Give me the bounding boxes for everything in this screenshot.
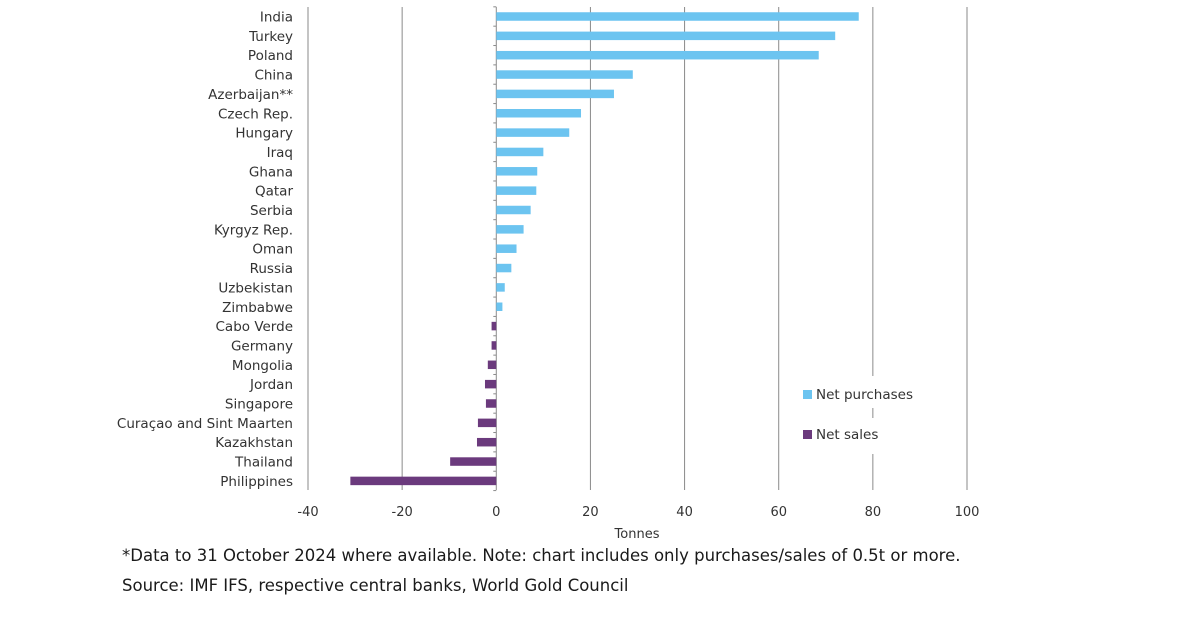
central-bank-gold-chart: India Turkey Poland China Azerbaijan** Czech … xyxy=(117,6,979,542)
bar xyxy=(496,283,505,292)
bar xyxy=(496,70,633,79)
legend: Net purchases Net sales xyxy=(792,376,922,454)
category-label: Cabo Verde xyxy=(216,319,294,335)
category-label: Russia xyxy=(250,261,293,277)
gridlines xyxy=(307,6,968,492)
bar xyxy=(491,341,497,350)
bar xyxy=(476,437,497,447)
x-tick-label: 40 xyxy=(676,505,693,520)
bar xyxy=(496,50,819,60)
category-label: Uzbekistan xyxy=(218,280,293,296)
bar xyxy=(496,12,859,21)
category-label: Poland xyxy=(248,48,293,64)
category-label: Jordan xyxy=(249,377,293,393)
bar xyxy=(496,205,531,215)
category-label: Singapore xyxy=(225,397,293,413)
bar xyxy=(496,109,582,118)
bar xyxy=(496,263,512,273)
category-label: Ghana xyxy=(249,164,293,180)
legend-bg-2 xyxy=(792,418,922,454)
x-tick-label: 60 xyxy=(770,505,787,520)
legend-swatch-net-sales xyxy=(803,430,812,439)
x-tick-label: 20 xyxy=(582,505,599,520)
bar xyxy=(487,360,497,370)
bar xyxy=(496,225,524,234)
category-label: Thailand xyxy=(234,455,293,471)
category-label: Serbia xyxy=(250,203,293,219)
bar xyxy=(496,186,537,195)
category-label: China xyxy=(254,68,293,84)
category-label: Zimbabwe xyxy=(222,300,293,316)
bar xyxy=(496,128,570,137)
category-label: Azerbaijan** xyxy=(208,87,293,103)
bar xyxy=(450,457,497,466)
category-label: Kyrgyz Rep. xyxy=(214,222,293,238)
category-label: Curaçao and Sint Maarten xyxy=(117,416,293,432)
x-tick-label: 80 xyxy=(865,505,882,520)
bar xyxy=(350,476,497,486)
bar xyxy=(485,399,497,408)
category-label: Hungary xyxy=(235,126,293,142)
bar xyxy=(496,31,836,41)
category-label: Czech Rep. xyxy=(218,106,293,122)
chart-source: Source: IMF IFS, respective central bank… xyxy=(122,576,629,595)
legend-label-net-purchases: Net purchases xyxy=(816,387,913,403)
x-tick-label: -40 xyxy=(297,505,318,520)
bar xyxy=(477,418,497,428)
legend-bg-1 xyxy=(792,376,922,408)
category-label: Kazakhstan xyxy=(215,435,293,451)
x-tick-labels: -40 -20 0 20 40 60 80 100 xyxy=(297,505,979,520)
category-label: Germany xyxy=(231,338,293,354)
category-label: India xyxy=(260,10,293,26)
category-label: Iraq xyxy=(267,145,293,161)
bar xyxy=(496,302,503,311)
bar xyxy=(496,89,614,99)
legend-swatch-net-purchases xyxy=(803,390,812,399)
x-tick-label: 0 xyxy=(492,505,500,520)
bars xyxy=(350,12,859,486)
legend-label-net-sales: Net sales xyxy=(816,427,878,443)
category-label: Oman xyxy=(252,242,293,258)
chart-footnote: *Data to 31 October 2024 where available… xyxy=(122,546,961,565)
bar xyxy=(496,244,517,253)
bar xyxy=(496,167,538,176)
x-axis-title: Tonnes xyxy=(614,527,660,542)
x-tick-label: -20 xyxy=(392,505,413,520)
bar xyxy=(484,379,497,389)
category-labels: India Turkey Poland China Azerbaijan** Czech … xyxy=(117,10,294,490)
category-label: Qatar xyxy=(255,184,293,200)
category-label: Mongolia xyxy=(232,358,293,374)
bar xyxy=(496,147,544,157)
category-label: Philippines xyxy=(220,474,293,490)
category-label: Turkey xyxy=(248,29,293,45)
x-tick-label: 100 xyxy=(955,505,980,520)
bar xyxy=(491,321,497,331)
